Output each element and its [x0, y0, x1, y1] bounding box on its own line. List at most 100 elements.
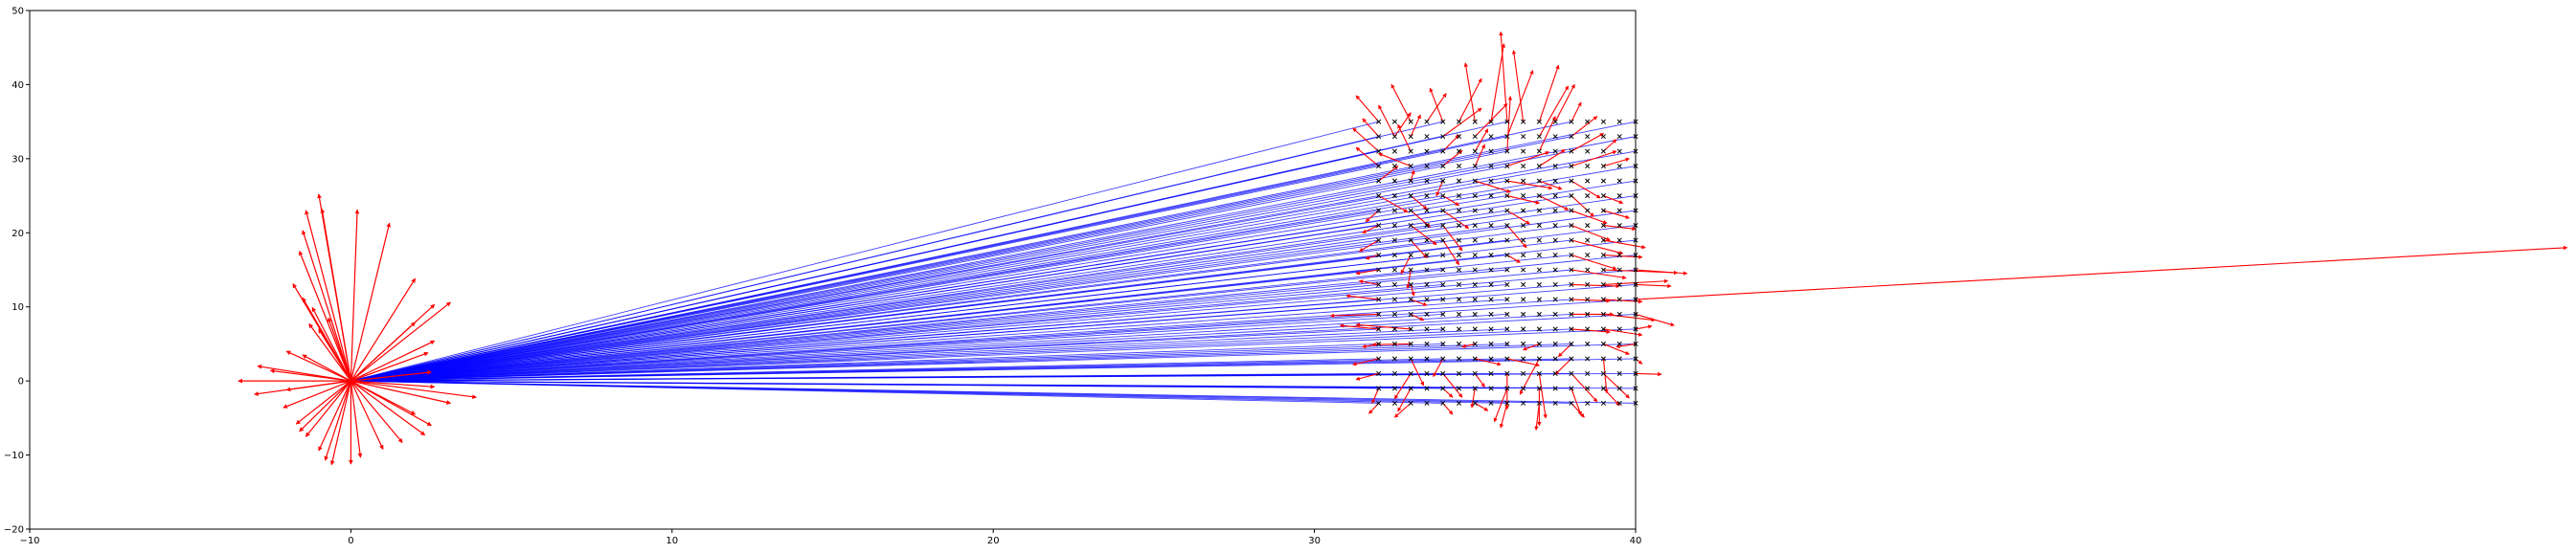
grid-point-marker	[1504, 208, 1510, 213]
grid-point-marker	[1600, 281, 1607, 288]
ray-line	[350, 239, 1637, 382]
grid-point-marker	[1536, 297, 1542, 302]
grid-point-marker	[1488, 311, 1494, 318]
ray-line	[350, 328, 1637, 382]
grid-point-marker	[1408, 297, 1413, 302]
ray-line	[350, 166, 1507, 382]
grid-point-marker	[1600, 326, 1607, 332]
grid-point-marker	[1585, 164, 1591, 169]
grid-point-marker	[1552, 370, 1558, 376]
grid-point-marker	[1521, 356, 1526, 362]
grid-vector-arrow	[1538, 85, 1570, 137]
grid-point-marker	[1391, 178, 1398, 184]
grid-vector-arrow	[1410, 313, 1425, 321]
grid-point-marker	[1424, 178, 1430, 184]
grid-point-marker	[1504, 193, 1510, 199]
grid-point-marker	[1569, 281, 1574, 288]
grid-point-marker	[1600, 297, 1607, 302]
grid-vector-arrow	[1570, 210, 1608, 225]
grid-vector-arrow	[1355, 95, 1380, 122]
grid-vector-arrow	[1410, 195, 1428, 210]
grid-point-marker	[1488, 119, 1494, 124]
grid-vector-arrow	[1406, 269, 1412, 290]
grid-point-marker	[1424, 400, 1430, 406]
grid-point-marker	[1472, 164, 1478, 169]
grid-vector-arrow	[1570, 225, 1611, 241]
ray-line	[350, 299, 1637, 382]
grid-vector-arrow	[1433, 358, 1444, 378]
grid-point-marker	[1536, 193, 1542, 199]
grid-point-marker	[1456, 178, 1462, 184]
origin-vector-arrow	[350, 380, 417, 415]
grid-point-marker	[1536, 164, 1542, 169]
grid-point-marker	[1472, 370, 1478, 376]
grid-vector-arrow	[1603, 239, 1646, 250]
grid-point-marker	[1391, 326, 1398, 332]
grid-vector-arrow	[1371, 388, 1380, 405]
grid-vector-arrow	[1442, 134, 1460, 152]
grid-vector-arrow	[1635, 269, 1688, 276]
grid-point-marker	[1456, 341, 1462, 346]
grid-point-marker	[1504, 164, 1510, 169]
grid-point-marker	[1569, 134, 1574, 140]
grid-point-marker	[1408, 326, 1413, 332]
grid-point-marker	[1376, 134, 1382, 140]
ray-line	[350, 180, 1443, 382]
origin-vector-arrow	[308, 322, 351, 382]
grid-vector-arrow	[1339, 323, 1379, 330]
grid-vector-arrow	[1429, 87, 1444, 122]
grid-vector-arrow	[1442, 149, 1463, 167]
ray-line	[350, 284, 1637, 382]
grid-vector-arrow	[1461, 343, 1476, 348]
grid-point-marker	[1376, 326, 1382, 332]
grid-point-marker	[1585, 341, 1591, 346]
ray-line	[350, 210, 1637, 382]
ray-line	[350, 328, 1507, 382]
grid-vector-arrow	[1352, 127, 1380, 152]
grid-point-marker	[1504, 267, 1510, 273]
grid-point-marker	[1569, 356, 1574, 362]
ray-line	[350, 299, 1571, 382]
grid-point-marker	[1585, 326, 1591, 332]
grid-point-marker	[1585, 267, 1591, 273]
ray-line	[350, 380, 1637, 389]
ray-line	[350, 358, 1637, 382]
grid-point-marker	[1472, 267, 1478, 273]
ray-line	[350, 150, 1637, 382]
grid-vector-arrow	[1506, 210, 1530, 225]
origin-vector-arrow	[298, 250, 351, 382]
grid-point-marker	[1424, 311, 1430, 318]
grid-vector-arrow	[1442, 195, 1460, 207]
grid-point-marker	[1376, 164, 1382, 169]
grid-point-marker	[1391, 134, 1398, 140]
grid-point-marker	[1569, 252, 1574, 258]
origin-vector-arrow	[350, 380, 477, 400]
grid-point-marker	[1616, 193, 1622, 199]
grid-vector-arrow	[1362, 118, 1380, 137]
grid-point-marker	[1536, 356, 1542, 362]
ray-line	[350, 210, 1507, 382]
grid-point-marker	[1521, 208, 1526, 213]
grid-vector-arrow	[1475, 358, 1502, 366]
grid-point-marker	[1488, 193, 1494, 199]
grid-vector-arrow	[1329, 313, 1379, 319]
grid-vector-arrow	[1603, 210, 1630, 219]
grid-point-marker	[1536, 326, 1542, 332]
grid-point-marker	[1521, 148, 1526, 154]
grid-point-marker	[1376, 311, 1382, 318]
grid-point-marker	[1585, 119, 1591, 124]
grid-point-marker	[1440, 370, 1446, 376]
grid-point-marker	[1600, 119, 1607, 124]
origin-vector-arrow	[295, 380, 351, 425]
grid-point-marker	[1616, 134, 1622, 140]
grid-vector-arrow	[1442, 107, 1482, 138]
grid-vector-arrow	[1474, 103, 1508, 138]
grid-point-marker	[1391, 193, 1398, 199]
grid-point-marker	[1488, 178, 1494, 184]
origin-vector-arrow	[350, 222, 392, 382]
grid-point-marker	[1376, 356, 1382, 362]
y-tick-label: 10	[11, 302, 24, 313]
grid-vector-arrow	[1538, 373, 1548, 419]
grid-point-marker	[1552, 134, 1558, 140]
grid-point-marker	[1440, 148, 1446, 154]
